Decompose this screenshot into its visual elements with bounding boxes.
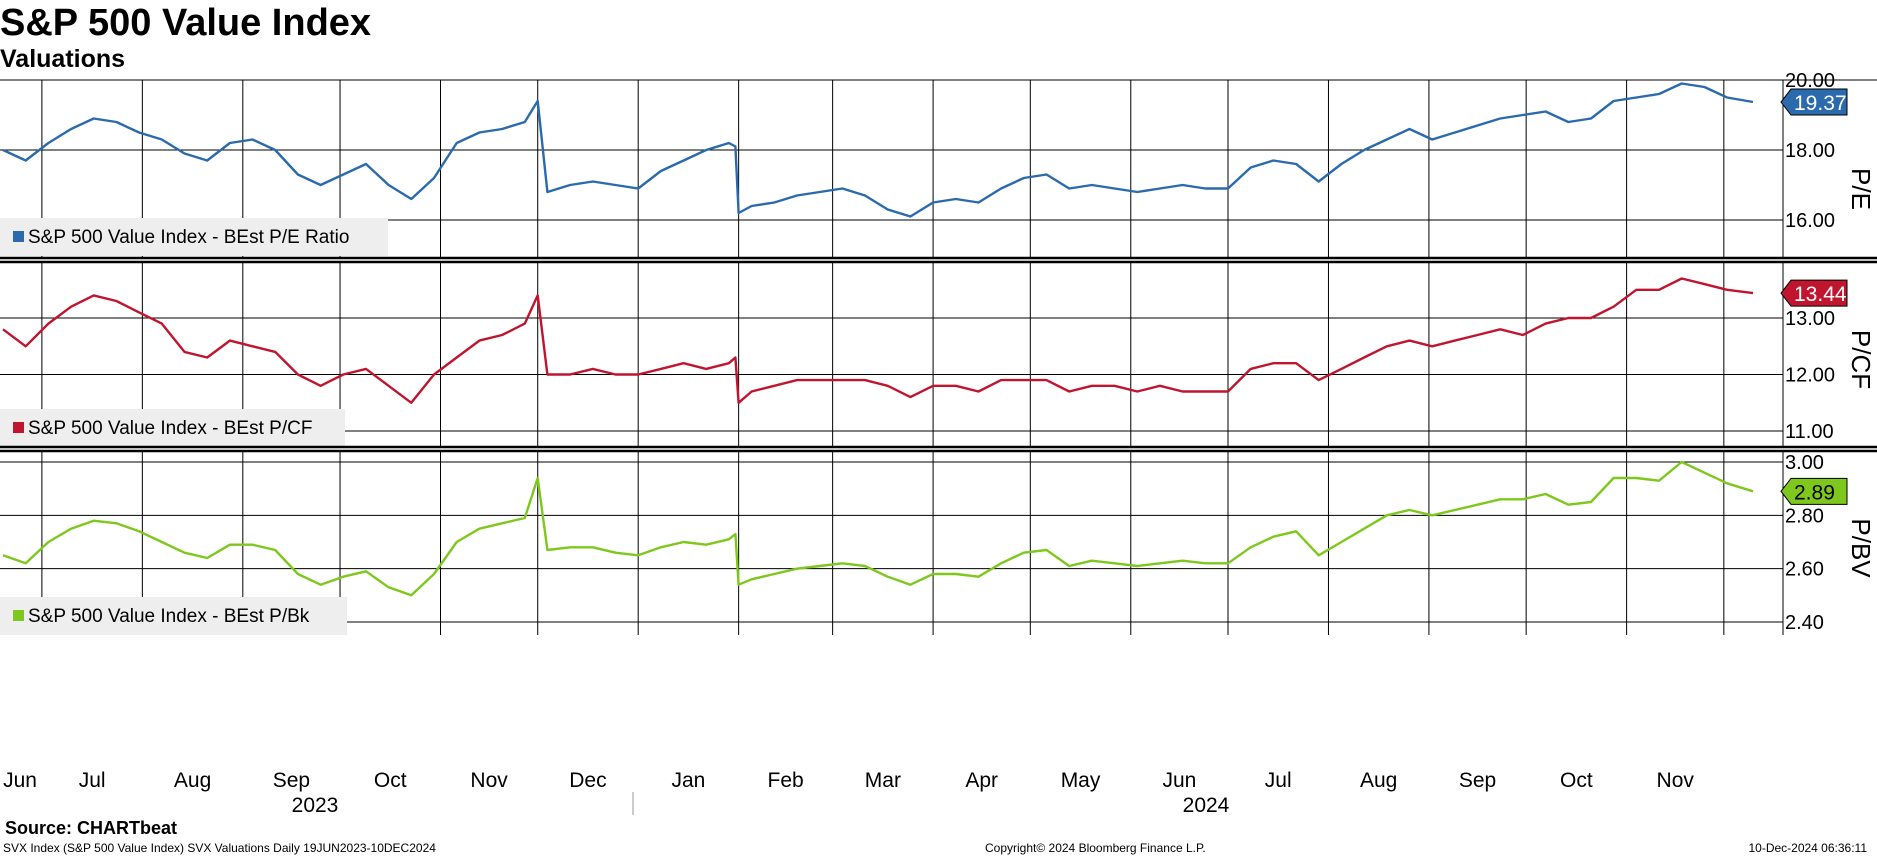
legend-label: S&P 500 Value Index - BEst P/Bk <box>28 606 310 627</box>
x-tick-label: Apr <box>965 769 998 792</box>
x-tick-label: Mar <box>865 769 901 792</box>
x-tick-label: Jul <box>1265 769 1292 792</box>
y-tick-label: 2.80 <box>1785 505 1824 527</box>
y-tick-label: 12.00 <box>1785 365 1835 387</box>
x-tick-label: Oct <box>1560 769 1593 792</box>
series-line <box>2 277 1754 404</box>
y-tick-label: 16.00 <box>1785 210 1835 232</box>
y-tick-label: 13.00 <box>1785 308 1835 330</box>
y-tick-label: 2.60 <box>1785 559 1824 581</box>
legend-label: S&P 500 Value Index - BEst P/CF <box>28 418 312 439</box>
last-value-badge <box>1780 279 1848 307</box>
y-tick-label: 20.00 <box>1785 70 1835 92</box>
series-line <box>2 82 1754 218</box>
legend-swatch <box>13 422 24 433</box>
footer-timestamp: 10-Dec-2024 06:36:11 <box>1748 841 1867 855</box>
x-tick-label: Jun <box>3 769 37 792</box>
legend-box <box>0 409 345 447</box>
last-value-label: 13.44 <box>1794 283 1847 306</box>
legend-box <box>0 218 388 256</box>
last-value-badge <box>1780 88 1848 116</box>
x-tick-label: Jun <box>1162 769 1196 792</box>
x-tick-label: Nov <box>470 769 508 792</box>
y-tick-label: 3.00 <box>1785 452 1824 474</box>
year-label-2024: 2024 <box>1183 794 1230 815</box>
x-tick-label: Sep <box>1459 769 1496 792</box>
x-tick-label: Nov <box>1657 769 1695 792</box>
x-tick-label: May <box>1061 769 1101 792</box>
y-tick-label: 18.00 <box>1785 140 1835 162</box>
y-axis-title: P/CF <box>1846 330 1876 389</box>
legend-swatch <box>13 231 24 242</box>
panel-p-bv: 2.40 2.60 2.80 3.00 2.89 P/BV S&P 500 Value In… <box>0 451 1876 635</box>
source-note: Source: CHARTbeat <box>5 818 178 838</box>
series-line <box>2 460 1754 597</box>
year-label-2023: 2023 <box>292 794 339 815</box>
legend-swatch <box>13 610 24 621</box>
chart-title: S&P 500 Value Index <box>0 2 372 44</box>
x-tick-label: Aug <box>174 769 211 792</box>
x-tick-label: Jan <box>671 769 705 792</box>
x-tick-label: Dec <box>569 769 606 792</box>
last-value-label: 19.37 <box>1794 92 1847 115</box>
x-tick-label: Aug <box>1360 769 1397 792</box>
chart-subtitle: Valuations <box>0 45 126 73</box>
y-tick-label: 11.00 <box>1785 421 1834 443</box>
y-axis-title: P/E <box>1846 168 1876 210</box>
last-value-label: 2.89 <box>1794 481 1835 504</box>
x-tick-label: Jul <box>79 769 106 792</box>
x-tick-label: Feb <box>768 769 804 792</box>
legend-box <box>0 597 347 635</box>
x-tick-label: Sep <box>273 769 310 792</box>
y-tick-label: 2.40 <box>1785 612 1824 634</box>
last-value-badge <box>1780 477 1848 505</box>
legend-label: S&P 500 Value Index - BEst P/E Ratio <box>28 227 349 248</box>
x-tick-label: Oct <box>374 769 407 792</box>
y-axis-title: P/BV <box>1846 518 1876 578</box>
footer-copyright: Copyright© 2024 Bloomberg Finance L.P. <box>985 841 1206 855</box>
footer-index-description: SVX Index (S&P 500 Value Index) SVX Valu… <box>3 841 436 855</box>
